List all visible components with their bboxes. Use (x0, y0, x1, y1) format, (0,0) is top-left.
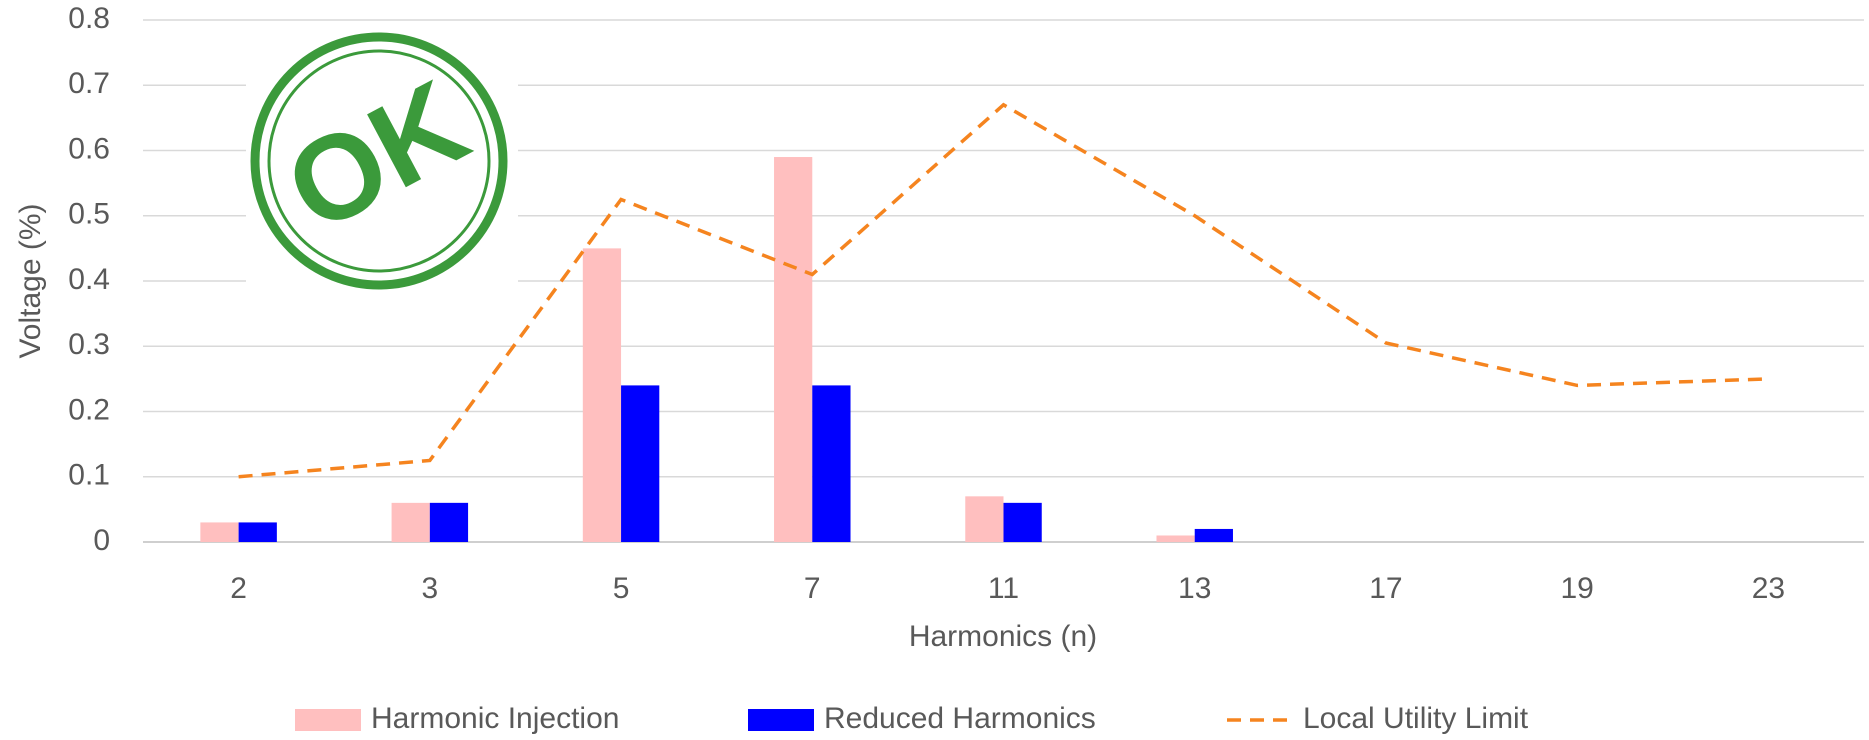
x-tick-label: 11 (988, 572, 1019, 605)
x-tick-label: 13 (1178, 572, 1211, 605)
y-tick-label: 0.2 (68, 393, 110, 426)
x-tick-label: 3 (421, 572, 438, 605)
y-tick-label: 0 (93, 524, 110, 557)
legend-label: Harmonic Injection (371, 702, 619, 735)
y-tick-label: 0.3 (68, 328, 110, 361)
bar (1156, 535, 1194, 542)
bar (621, 385, 659, 542)
legend-label: Reduced Harmonics (824, 702, 1096, 735)
bar (239, 522, 277, 542)
y-tick-label: 0.4 (68, 263, 110, 296)
bar (392, 503, 430, 542)
y-axis-title: Voltage (%) (14, 203, 47, 358)
bar (200, 522, 238, 542)
x-tick-label: 19 (1560, 572, 1593, 605)
x-tick-label: 7 (804, 572, 821, 605)
bar (583, 248, 621, 542)
y-tick-label: 0.6 (68, 132, 110, 165)
legend-swatch (295, 709, 361, 731)
legend-label: Local Utility Limit (1303, 702, 1529, 735)
chart: Voltage (%) Harmonics (n) 0 0.1 0.2 0.3 0.4 0… (0, 0, 1869, 740)
y-tick-label: 0.7 (68, 67, 110, 100)
legend-swatch (748, 709, 814, 731)
y-tick-label: 0.8 (68, 2, 110, 35)
bar (812, 385, 850, 542)
bar (1195, 529, 1233, 542)
page: Voltage (%) Harmonics (n) 0 0.1 0.2 0.3 0.4 0… (0, 0, 1869, 740)
x-tick-label: 5 (613, 572, 630, 605)
x-axis-title: Harmonics (n) (909, 620, 1097, 653)
y-tick-label: 0.5 (68, 198, 110, 231)
bar (1004, 503, 1042, 542)
x-tick-label: 2 (230, 572, 247, 605)
bar (965, 496, 1003, 542)
bar (430, 503, 468, 542)
x-tick-label: 17 (1369, 572, 1402, 605)
bar (774, 157, 812, 542)
y-tick-label: 0.1 (68, 459, 110, 492)
x-tick-label: 23 (1752, 572, 1785, 605)
